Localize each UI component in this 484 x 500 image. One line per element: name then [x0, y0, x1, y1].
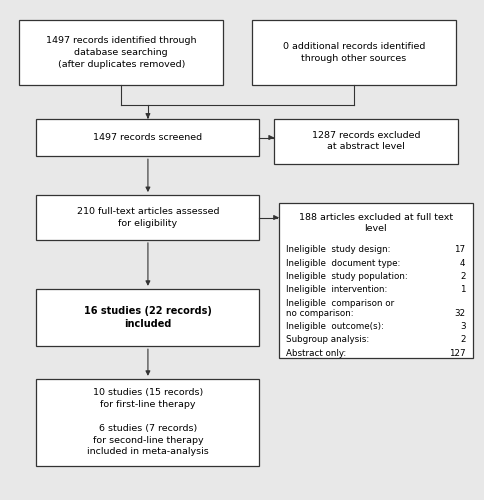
Text: 210 full-text articles assessed
for eligibility: 210 full-text articles assessed for elig… — [76, 207, 219, 228]
Text: Ineligible  study design:: Ineligible study design: — [286, 245, 390, 254]
Text: 4: 4 — [459, 258, 465, 268]
Text: 127: 127 — [448, 349, 465, 358]
Text: 188 articles excluded at full text
level: 188 articles excluded at full text level — [298, 212, 452, 233]
Text: no comparison:: no comparison: — [286, 309, 353, 318]
FancyBboxPatch shape — [278, 202, 472, 358]
Text: 2: 2 — [459, 272, 465, 281]
FancyBboxPatch shape — [273, 118, 457, 164]
Text: 10 studies (15 records)
for first-line therapy

6 studies (7 records)
for second: 10 studies (15 records) for first-line t… — [87, 388, 209, 456]
Text: 2: 2 — [459, 336, 465, 344]
Text: 16 studies (22 records)
included: 16 studies (22 records) included — [84, 306, 212, 329]
FancyBboxPatch shape — [19, 20, 223, 85]
Text: 1287 records excluded
at abstract level: 1287 records excluded at abstract level — [311, 130, 420, 152]
FancyBboxPatch shape — [36, 379, 259, 466]
FancyBboxPatch shape — [36, 289, 259, 346]
Text: Ineligible  comparison or: Ineligible comparison or — [286, 299, 393, 308]
Text: 32: 32 — [454, 309, 465, 318]
Text: 1497 records screened: 1497 records screened — [93, 133, 202, 142]
FancyBboxPatch shape — [36, 195, 259, 240]
Text: Abstract only:: Abstract only: — [286, 349, 346, 358]
Text: 1497 records identified through
database searching
(after duplicates removed): 1497 records identified through database… — [46, 36, 196, 69]
Text: 17: 17 — [454, 245, 465, 254]
Text: Ineligible  outcome(s):: Ineligible outcome(s): — [286, 322, 383, 331]
Text: Ineligible  document type:: Ineligible document type: — [286, 258, 400, 268]
Text: 1: 1 — [459, 286, 465, 294]
FancyBboxPatch shape — [36, 118, 259, 156]
Text: 0 additional records identified
through other sources: 0 additional records identified through … — [282, 42, 424, 63]
FancyBboxPatch shape — [252, 20, 455, 85]
Text: Ineligible  study population:: Ineligible study population: — [286, 272, 407, 281]
Text: Ineligible  intervention:: Ineligible intervention: — [286, 286, 387, 294]
Text: Subgroup analysis:: Subgroup analysis: — [286, 336, 369, 344]
Text: 3: 3 — [459, 322, 465, 331]
